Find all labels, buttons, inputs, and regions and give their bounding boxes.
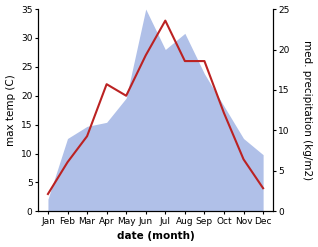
X-axis label: date (month): date (month) bbox=[117, 231, 194, 242]
Y-axis label: max temp (C): max temp (C) bbox=[5, 74, 16, 146]
Y-axis label: med. precipitation (kg/m2): med. precipitation (kg/m2) bbox=[302, 40, 313, 180]
